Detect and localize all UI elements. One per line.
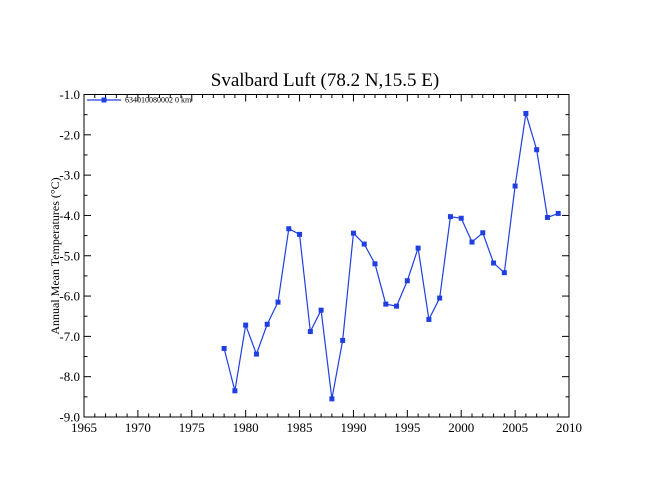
y-tick-label: -6.0 [59,289,80,304]
x-tick-label: 2005 [502,420,528,435]
series-line [223,113,559,399]
data-point [286,226,292,232]
y-tick-label: -7.0 [59,329,80,344]
legend-marker [101,97,107,103]
data-point [394,303,400,309]
data-point [243,322,249,328]
legend: 634010080002 0 km [87,96,192,105]
chart-title: Svalbard Luft (78.2 N,15.5 E) [211,70,439,91]
data-point [437,295,443,301]
data-point [329,396,335,402]
data-point [480,230,486,236]
data-point [469,239,475,245]
data-point [318,307,324,313]
plot-frame [83,94,570,418]
data-point [232,388,238,394]
legend-label: 634010080002 0 km [125,96,192,105]
y-axis-label: Annual Mean Temperatures (°C) [48,177,62,334]
data-point [544,214,550,220]
data-point [361,241,367,247]
x-tick-label: 1970 [125,420,151,435]
series-group [221,110,561,402]
x-tick-label: 1995 [394,420,420,435]
data-point [426,316,432,322]
y-tick-label: -8.0 [59,369,80,384]
data-point [491,260,497,266]
x-tick-label: 1980 [233,420,259,435]
x-tick-label: 1975 [179,420,205,435]
data-point [404,278,410,284]
data-point [350,230,356,236]
y-tick-label: -2.0 [59,127,80,142]
y-tick-label: -5.0 [59,248,80,263]
data-point [501,270,507,276]
plot-area [83,94,570,418]
x-tick-label: 2010 [556,420,582,435]
data-point [307,329,313,335]
data-point [275,299,281,305]
data-point [523,110,529,116]
data-point [297,231,303,237]
data-point [512,183,518,189]
y-axis: -1.0 -2.0 -3.0 -4.0 -5.0 -6.0 -7.0 -8.0 -9.0 [59,87,569,425]
data-point [372,261,378,267]
y-tick-label: -1.0 [59,87,80,102]
x-tick-label: 1990 [340,420,366,435]
y-tick-label: -9.0 [59,410,80,425]
x-tick-label: 2000 [448,420,474,435]
data-point [447,214,453,220]
data-point [221,345,227,351]
data-point [534,147,540,153]
data-point [340,337,346,343]
x-axis: 1965 1970 1975 1980 1985 1990 1995 2000 2005 2010 [71,94,582,435]
data-point [458,215,464,221]
data-point [415,245,421,251]
y-tick-label: -4.0 [59,208,80,223]
data-point [253,351,259,357]
x-tick-label: 1985 [287,420,313,435]
y-tick-label: -3.0 [59,168,80,183]
data-point [264,321,270,327]
data-point [383,301,389,307]
x-tick-label: 1965 [71,420,97,435]
data-point [555,210,561,216]
